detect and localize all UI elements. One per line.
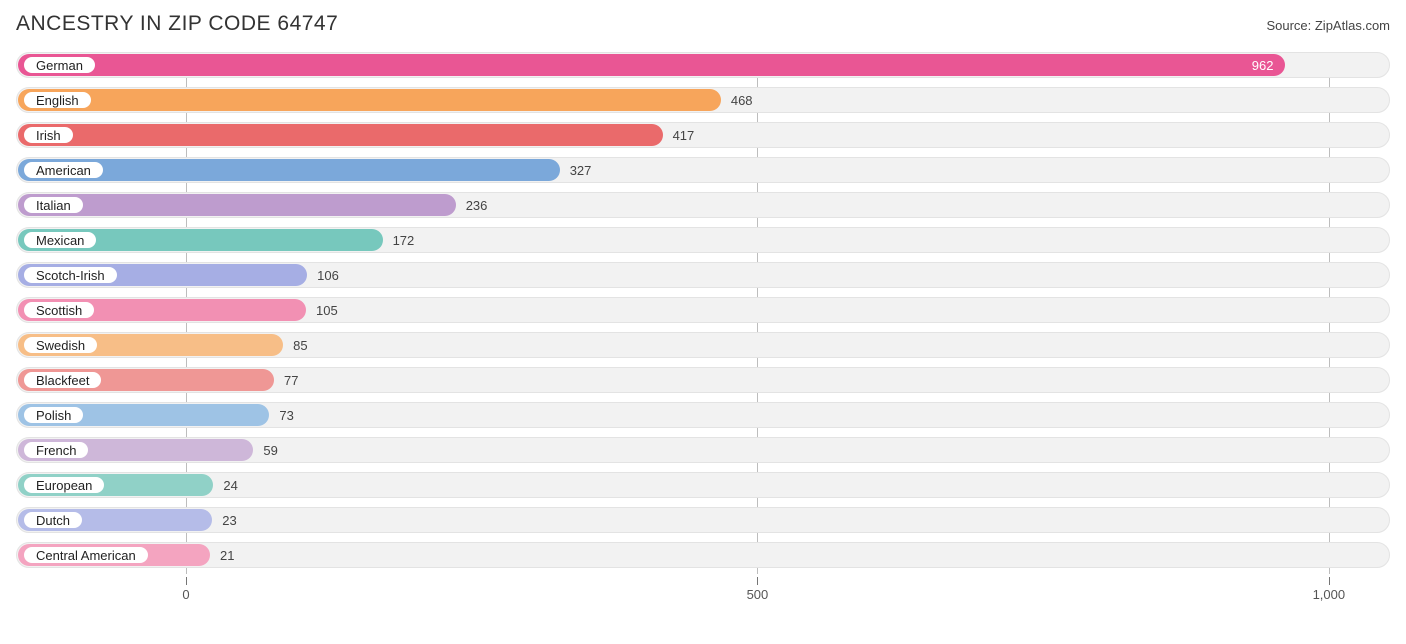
bar-fill xyxy=(18,124,663,146)
bar-category-label: Mexican xyxy=(36,233,84,248)
bar-value-label: 417 xyxy=(673,122,695,148)
bar-value-label: 468 xyxy=(731,87,753,113)
bar-value-label: 236 xyxy=(466,192,488,218)
bar-value-label: 21 xyxy=(220,542,234,568)
bar-value-label: 23 xyxy=(222,507,236,533)
bar-category-pill: Swedish xyxy=(22,335,99,355)
bar-category-pill: American xyxy=(22,160,105,180)
bar-category-pill: Scottish xyxy=(22,300,96,320)
bar-value-label: 106 xyxy=(317,262,339,288)
axis-tick xyxy=(1329,577,1330,585)
bar-category-label: European xyxy=(36,478,92,493)
bar-row: Central American 21 xyxy=(16,542,1390,568)
bar-row: Irish 417 xyxy=(16,122,1390,148)
bar-category-label: Polish xyxy=(36,408,71,423)
bar-category-label: Italian xyxy=(36,198,71,213)
bar-value-label: 962 xyxy=(1252,52,1274,78)
bar-row: German 962 xyxy=(16,52,1390,78)
bar-category-label: Dutch xyxy=(36,513,70,528)
bar-value-label: 59 xyxy=(263,437,277,463)
chart-header: ANCESTRY IN ZIP CODE 64747 Source: ZipAt… xyxy=(16,12,1390,36)
bar-category-label: German xyxy=(36,58,83,73)
bar-value-label: 77 xyxy=(284,367,298,393)
chart-title: ANCESTRY IN ZIP CODE 64747 xyxy=(16,12,338,36)
bar-row: French 59 xyxy=(16,437,1390,463)
axis-tick xyxy=(757,577,758,585)
bar-row: American 327 xyxy=(16,157,1390,183)
bar-row: Blackfeet 77 xyxy=(16,367,1390,393)
bar-value-label: 85 xyxy=(293,332,307,358)
bar-category-pill: Mexican xyxy=(22,230,98,250)
bar-category-label: Irish xyxy=(36,128,61,143)
bar-category-pill: French xyxy=(22,440,90,460)
bar-category-label: French xyxy=(36,443,76,458)
bar-value-label: 73 xyxy=(279,402,293,428)
axis-tick-label: 1,000 xyxy=(1313,587,1346,602)
bar-category-pill: Dutch xyxy=(22,510,84,530)
bar-category-pill: English xyxy=(22,90,93,110)
bar-category-pill: European xyxy=(22,475,106,495)
bar-row: Scotch-Irish 106 xyxy=(16,262,1390,288)
bar-fill xyxy=(18,54,1285,76)
bar-value-label: 327 xyxy=(570,157,592,183)
bar-track xyxy=(16,472,1390,498)
bar-row: Swedish 85 xyxy=(16,332,1390,358)
bar-category-label: Swedish xyxy=(36,338,85,353)
bar-value-label: 172 xyxy=(393,227,415,253)
bar-row: Scottish 105 xyxy=(16,297,1390,323)
bar-category-label: Blackfeet xyxy=(36,373,89,388)
bar-category-label: Scotch-Irish xyxy=(36,268,105,283)
chart-source: Source: ZipAtlas.com xyxy=(1266,18,1390,33)
bar-category-label: English xyxy=(36,93,79,108)
axis-tick-label: 0 xyxy=(182,587,189,602)
bar-value-label: 24 xyxy=(223,472,237,498)
bar-fill xyxy=(18,89,721,111)
bar-category-pill: Irish xyxy=(22,125,75,145)
bar-category-pill: Central American xyxy=(22,545,150,565)
bar-category-pill: German xyxy=(22,55,97,75)
axis-tick xyxy=(186,577,187,585)
bar-row: Polish 73 xyxy=(16,402,1390,428)
bar-row: Italian 236 xyxy=(16,192,1390,218)
bar-category-pill: Polish xyxy=(22,405,85,425)
chart-rows: German 962 English 468 Irish 417 American 327 It… xyxy=(16,52,1390,568)
bar-row: European 24 xyxy=(16,472,1390,498)
bar-row: Dutch 23 xyxy=(16,507,1390,533)
bar-row: Mexican 172 xyxy=(16,227,1390,253)
bar-category-pill: Blackfeet xyxy=(22,370,103,390)
bar-category-label: American xyxy=(36,163,91,178)
bar-category-label: Central American xyxy=(36,548,136,563)
bar-category-label: Scottish xyxy=(36,303,82,318)
chart-x-axis: 0 500 1,000 xyxy=(16,577,1390,607)
bar-category-pill: Scotch-Irish xyxy=(22,265,119,285)
bar-value-label: 105 xyxy=(316,297,338,323)
bar-category-pill: Italian xyxy=(22,195,85,215)
axis-tick-label: 500 xyxy=(747,587,769,602)
chart-area: German 962 English 468 Irish 417 American 327 It… xyxy=(16,52,1390,607)
bar-row: English 468 xyxy=(16,87,1390,113)
